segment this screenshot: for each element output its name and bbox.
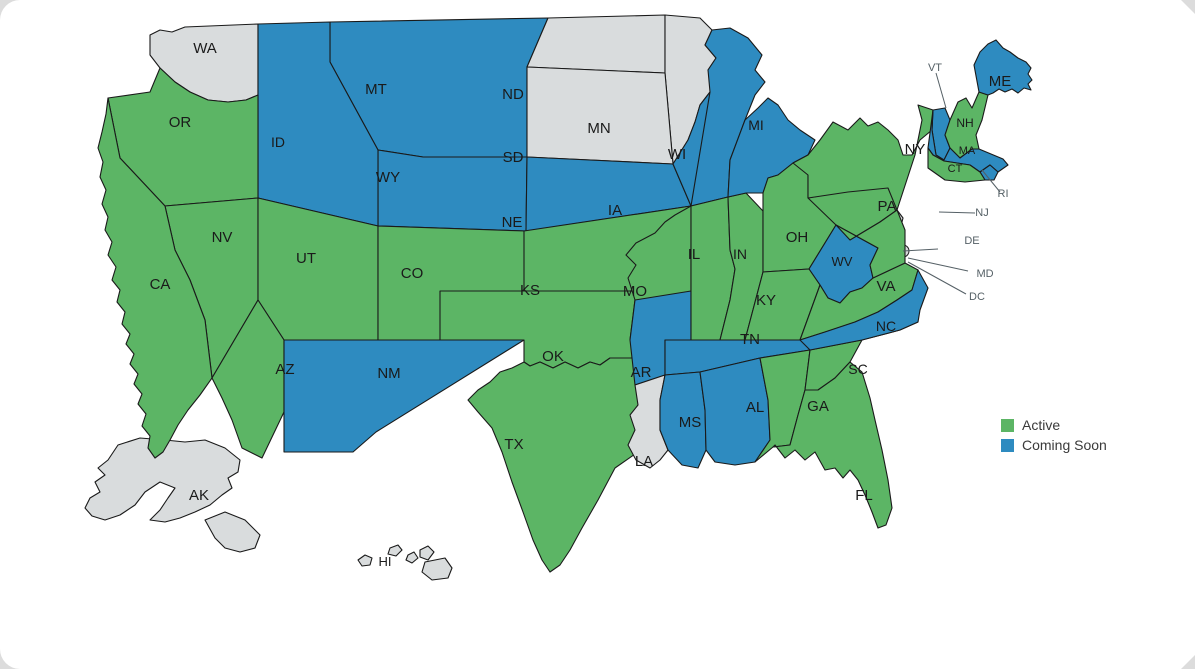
svg-text:TN: TN (740, 331, 760, 348)
svg-text:MI: MI (748, 117, 764, 133)
svg-text:VA: VA (877, 278, 896, 295)
svg-text:MS: MS (679, 414, 702, 431)
svg-text:VT: VT (928, 62, 942, 74)
svg-text:AR: AR (631, 364, 652, 381)
svg-text:MO: MO (623, 283, 647, 300)
svg-text:AK: AK (189, 487, 209, 504)
svg-text:ID: ID (271, 134, 285, 150)
svg-text:NV: NV (212, 229, 233, 246)
svg-text:ME: ME (989, 73, 1012, 90)
svg-text:NJ: NJ (975, 207, 988, 219)
svg-text:ND: ND (502, 86, 524, 103)
svg-text:IA: IA (608, 202, 622, 219)
svg-text:NC: NC (876, 318, 896, 334)
svg-text:WA: WA (193, 40, 217, 57)
svg-text:GA: GA (807, 398, 829, 415)
svg-text:OK: OK (542, 348, 564, 365)
svg-text:WV: WV (832, 254, 853, 269)
svg-text:MD: MD (976, 268, 993, 280)
svg-text:LA: LA (635, 453, 653, 470)
svg-text:NH: NH (956, 116, 973, 130)
svg-text:TX: TX (504, 436, 523, 453)
svg-text:SC: SC (848, 361, 867, 377)
svg-text:HI: HI (379, 554, 392, 569)
svg-text:FL: FL (855, 487, 873, 504)
svg-text:IN: IN (733, 246, 747, 262)
svg-text:KY: KY (756, 292, 776, 309)
svg-text:KS: KS (520, 282, 540, 299)
svg-text:MA: MA (959, 145, 976, 157)
svg-text:WY: WY (376, 169, 400, 186)
svg-text:IL: IL (688, 246, 701, 263)
svg-text:CT: CT (948, 163, 963, 175)
svg-text:MN: MN (587, 120, 610, 137)
svg-text:NY: NY (905, 141, 926, 158)
svg-text:AZ: AZ (275, 361, 294, 378)
svg-text:SD: SD (503, 149, 524, 166)
svg-text:DE: DE (964, 235, 979, 247)
svg-text:UT: UT (296, 250, 316, 267)
svg-text:Active: Active (1022, 417, 1060, 433)
svg-text:MT: MT (365, 81, 387, 98)
svg-text:OH: OH (786, 229, 809, 246)
svg-text:CO: CO (401, 265, 424, 282)
svg-text:WI: WI (668, 146, 686, 163)
svg-text:DC: DC (969, 291, 985, 303)
svg-text:RI: RI (998, 188, 1009, 200)
svg-text:NE: NE (502, 214, 523, 231)
svg-text:AL: AL (746, 399, 764, 416)
svg-text:NM: NM (377, 365, 400, 382)
svg-text:OR: OR (169, 114, 192, 131)
svg-text:CA: CA (150, 276, 171, 293)
svg-text:Coming Soon: Coming Soon (1022, 437, 1107, 453)
svg-text:PA: PA (878, 198, 897, 215)
